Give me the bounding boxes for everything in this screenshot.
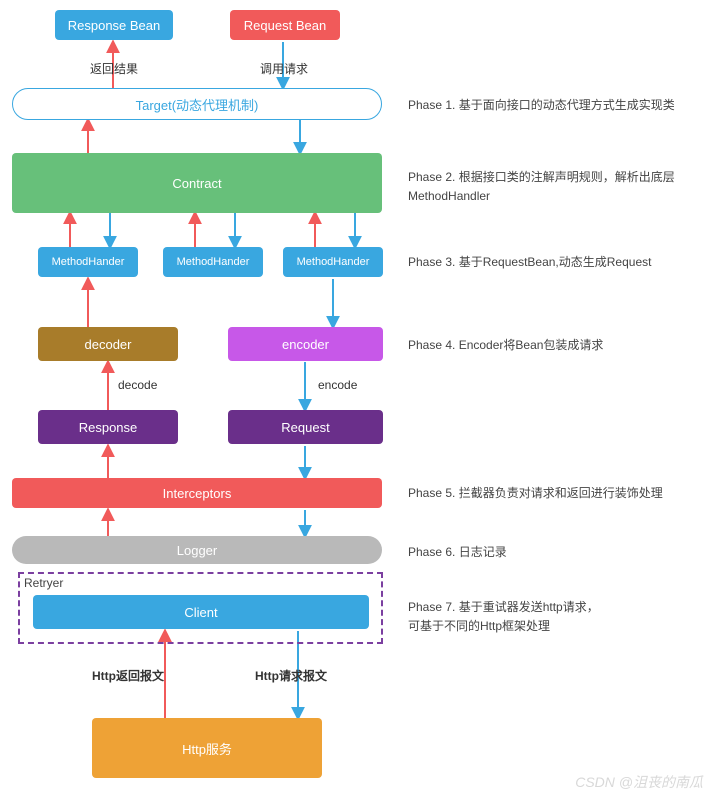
node-encoder: encoder bbox=[228, 327, 383, 361]
edge-label-decode: decode bbox=[118, 378, 157, 392]
node-request-bean: Request Bean bbox=[230, 10, 340, 40]
edge-label-http-request: Http请求报文 bbox=[255, 667, 327, 684]
retryer-box bbox=[18, 572, 383, 644]
node-response-bean: Response Bean bbox=[55, 10, 173, 40]
node-method-handler-1: MethodHander bbox=[38, 247, 138, 277]
node-request: Request bbox=[228, 410, 383, 444]
node-logger: Logger bbox=[12, 536, 382, 564]
node-http-service: Http服务 bbox=[92, 718, 322, 778]
phase-6-label: Phase 6. 日志记录 bbox=[408, 543, 507, 562]
phase-7-label: Phase 7. 基于重试器发送http请求， 可基于不同的Http框架处理 bbox=[408, 598, 599, 636]
edge-label-http-return: Http返回报文 bbox=[92, 667, 164, 684]
watermark: CSDN @沮丧的南瓜 bbox=[575, 772, 703, 792]
phase-5-label: Phase 5. 拦截器负责对请求和返回进行装饰处理 bbox=[408, 484, 663, 503]
node-decoder: decoder bbox=[38, 327, 178, 361]
phase-4-label: Phase 4. Encoder将Bean包装成请求 bbox=[408, 336, 603, 355]
retryer-label: Retryer bbox=[24, 576, 63, 590]
phase-2-label: Phase 2. 根据接口类的注解声明规则，解析出底层 MethodHandle… bbox=[408, 168, 675, 206]
node-method-handler-2: MethodHander bbox=[163, 247, 263, 277]
edge-label-encode: encode bbox=[318, 378, 357, 392]
edge-label-return-result: 返回结果 bbox=[90, 60, 138, 77]
edge-label-call-request: 调用请求 bbox=[260, 60, 308, 77]
node-contract: Contract bbox=[12, 153, 382, 213]
node-target: Target(动态代理机制) bbox=[12, 88, 382, 120]
phase-1-label: Phase 1. 基于面向接口的动态代理方式生成实现类 bbox=[408, 96, 675, 115]
node-method-handler-3: MethodHander bbox=[283, 247, 383, 277]
phase-3-label: Phase 3. 基于RequestBean,动态生成Request bbox=[408, 253, 651, 272]
node-interceptors: Interceptors bbox=[12, 478, 382, 508]
node-response: Response bbox=[38, 410, 178, 444]
